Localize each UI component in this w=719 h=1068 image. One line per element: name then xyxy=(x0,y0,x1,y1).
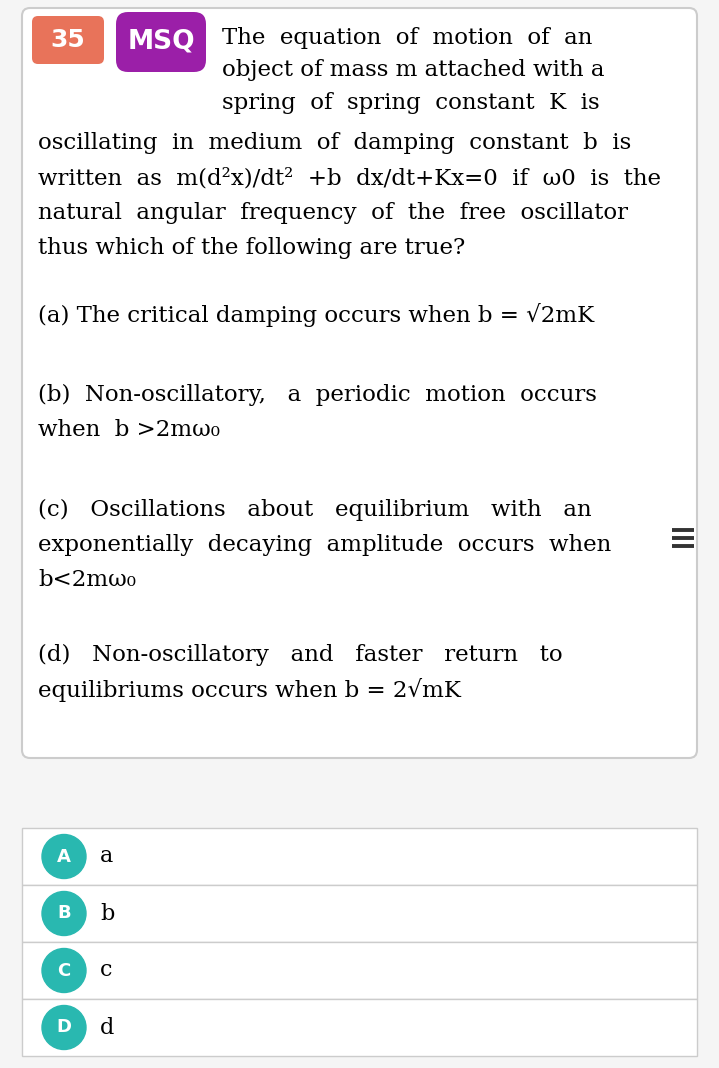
FancyBboxPatch shape xyxy=(22,999,697,1056)
Text: (d)   Non-oscillatory   and   faster   return   to: (d) Non-oscillatory and faster return to xyxy=(38,644,563,666)
Text: B: B xyxy=(58,905,70,923)
Text: oscillating  in  medium  of  damping  constant  b  is: oscillating in medium of damping constan… xyxy=(38,132,631,154)
Text: when  b >2mω₀: when b >2mω₀ xyxy=(38,419,220,441)
Text: 35: 35 xyxy=(50,28,86,52)
FancyBboxPatch shape xyxy=(116,12,206,72)
Text: (c)   Oscillations   about   equilibrium   with   an: (c) Oscillations about equilibrium with … xyxy=(38,499,592,521)
Text: a: a xyxy=(100,846,114,867)
Text: A: A xyxy=(57,848,71,865)
Text: The  equation  of  motion  of  an: The equation of motion of an xyxy=(222,27,592,49)
FancyBboxPatch shape xyxy=(32,16,104,64)
Text: b<2mω₀: b<2mω₀ xyxy=(38,569,136,591)
FancyBboxPatch shape xyxy=(22,942,697,999)
Text: D: D xyxy=(57,1019,71,1037)
FancyBboxPatch shape xyxy=(22,885,697,942)
FancyBboxPatch shape xyxy=(22,7,697,758)
FancyBboxPatch shape xyxy=(22,828,697,885)
Circle shape xyxy=(42,892,86,936)
Text: exponentially  decaying  amplitude  occurs  when: exponentially decaying amplitude occurs … xyxy=(38,534,611,556)
Text: C: C xyxy=(58,961,70,979)
Text: (a) The critical damping occurs when b = √2mK: (a) The critical damping occurs when b =… xyxy=(38,303,594,327)
Text: b: b xyxy=(100,902,114,925)
Text: equilibriums occurs when b = 2√mK: equilibriums occurs when b = 2√mK xyxy=(38,678,461,702)
Text: natural  angular  frequency  of  the  free  oscillator: natural angular frequency of the free os… xyxy=(38,202,628,224)
Circle shape xyxy=(42,948,86,992)
Text: d: d xyxy=(100,1017,114,1038)
Text: thus which of the following are true?: thus which of the following are true? xyxy=(38,237,465,260)
Text: c: c xyxy=(100,959,112,981)
Text: object of mass m attached with a: object of mass m attached with a xyxy=(222,59,605,81)
Circle shape xyxy=(42,834,86,879)
Text: spring  of  spring  constant  K  is: spring of spring constant K is xyxy=(222,92,600,114)
Text: MSQ: MSQ xyxy=(127,29,195,54)
Text: written  as  m(d²x)/dt²  +b  dx/dt+Kx=0  if  ω0  is  the: written as m(d²x)/dt² +b dx/dt+Kx=0 if ω… xyxy=(38,167,661,189)
Text: (b)  Non-oscillatory,   a  periodic  motion  occurs: (b) Non-oscillatory, a periodic motion o… xyxy=(38,384,597,406)
Circle shape xyxy=(42,1005,86,1050)
